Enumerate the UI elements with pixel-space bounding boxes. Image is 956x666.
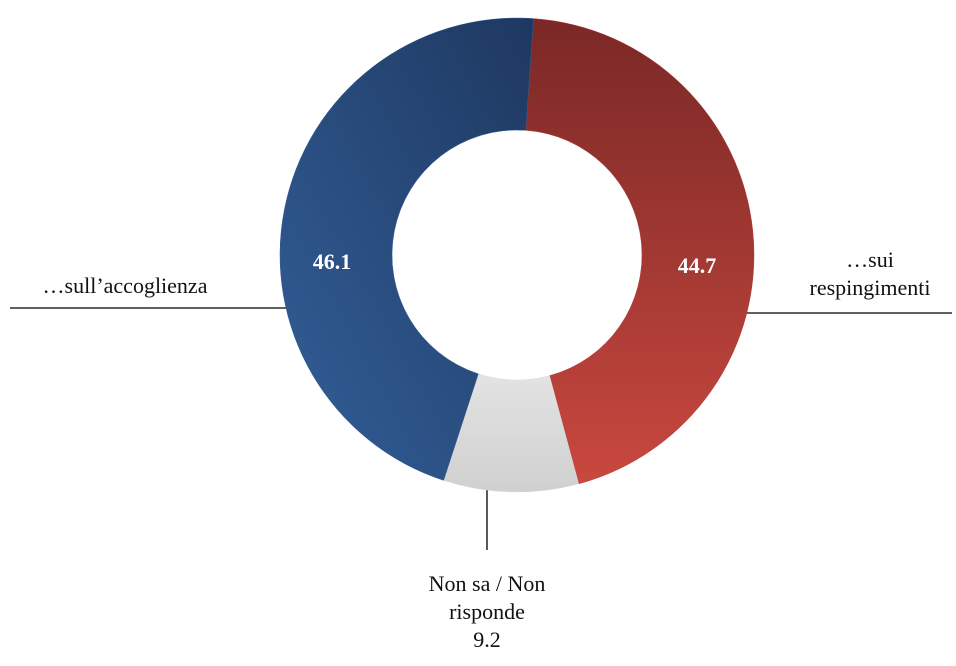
value-label: 9.2 — [473, 627, 501, 652]
donut-segment — [279, 17, 534, 481]
value-label: 46.1 — [313, 249, 352, 274]
category-label: Non sa / Non risponde — [428, 571, 546, 624]
category-label: …sui respingimenti — [809, 247, 931, 300]
donut-segment — [525, 18, 755, 485]
value-label: 44.7 — [678, 253, 717, 278]
category-label: …sull’accoglienza — [42, 273, 208, 298]
